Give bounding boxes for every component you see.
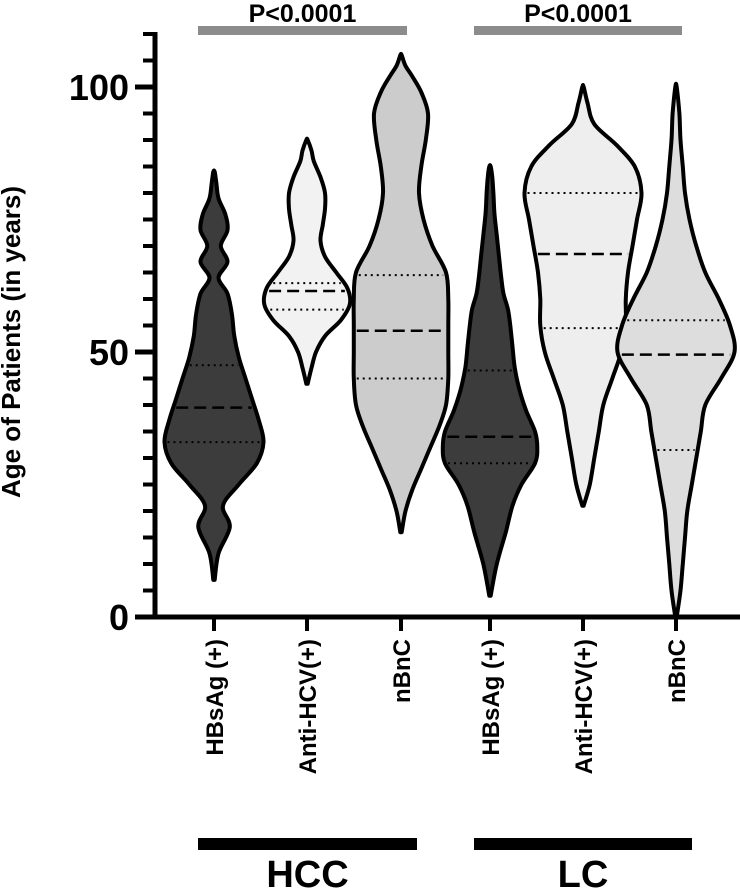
significance-label: P<0.0001 [524,0,632,28]
violin-body [440,163,540,598]
violin-body [522,83,644,508]
violin-body [261,136,353,386]
violin-4 [440,163,540,598]
x-tick-label: HBsAg (+) [202,639,229,756]
violin-1 [162,168,266,582]
violin-body [351,51,451,535]
plot-area: 0 50 100 HBsAg (+) Anti-HCV(+) nBnC HBsAg (+) A… [69,0,740,889]
significance-label: P<0.0001 [249,0,357,28]
x-tick-label: HBsAg (+) [478,639,505,756]
x-tick-label: Anti-HCV(+) [295,639,322,774]
significance-bar [198,26,407,35]
violin-body [162,168,266,582]
violin-6 [615,81,737,619]
y-tick-label: 50 [89,332,129,373]
group-label-hcc: HCC [266,854,348,889]
violin-body [615,81,737,619]
violin-3 [351,51,451,535]
violin-5 [522,83,644,508]
group-bar-hcc [198,838,417,850]
x-tick-label: Anti-HCV(+) [571,639,598,774]
x-tick-label: nBnC [389,639,416,703]
significance-bar [474,26,682,35]
group-label-lc: LC [558,854,609,889]
violin-2 [261,136,353,386]
x-tick-label: nBnC [664,639,691,703]
y-tick-label: 0 [109,597,129,638]
y-axis-label: Age of Patients (in years) [0,186,26,498]
group-bar-lc [474,838,692,850]
y-tick-label: 100 [69,67,129,108]
